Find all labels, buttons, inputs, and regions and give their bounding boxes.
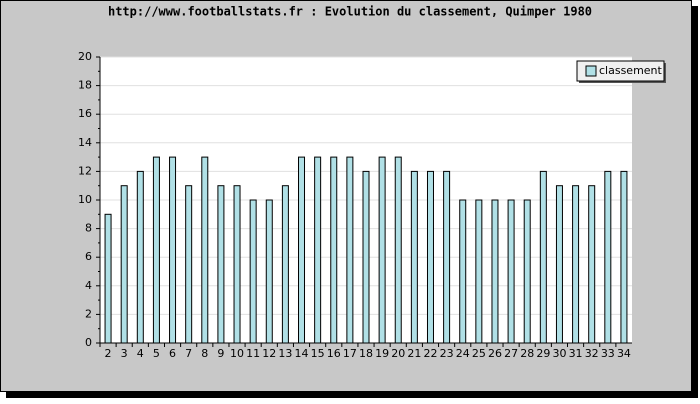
x-tick-label: 26: [488, 347, 502, 360]
x-tick-label: 6: [169, 347, 176, 360]
x-tick-label: 10: [230, 347, 244, 360]
bar: [572, 185, 580, 344]
bar: [346, 156, 354, 344]
bar: [378, 156, 386, 344]
x-tick-label: 32: [585, 347, 599, 360]
bar: [459, 199, 467, 344]
bar: [152, 156, 160, 344]
x-tick-label: 19: [375, 347, 389, 360]
y-tick-label: 8: [85, 222, 92, 235]
x-tick-label: 23: [440, 347, 454, 360]
bar: [426, 170, 434, 344]
bar: [249, 199, 257, 344]
y-tick-label: 0: [85, 336, 92, 349]
x-tick-label: 21: [407, 347, 421, 360]
x-tick-label: 30: [552, 347, 566, 360]
x-tick-label: 15: [311, 347, 325, 360]
x-tick-label: 13: [278, 347, 292, 360]
y-tick-label: 10: [78, 193, 92, 206]
bar: [604, 170, 612, 344]
y-tick-label: 16: [78, 107, 92, 120]
x-tick-label: 24: [456, 347, 470, 360]
bar: [104, 213, 112, 344]
y-tick-label: 20: [78, 50, 92, 63]
bar: [507, 199, 515, 344]
x-tick-label: 4: [137, 347, 144, 360]
x-tick-label: 34: [617, 347, 631, 360]
bar: [394, 156, 402, 344]
bar: [475, 199, 483, 344]
bar: [169, 156, 177, 344]
bar: [539, 170, 547, 344]
y-tick-label: 12: [78, 164, 92, 177]
bar: [443, 170, 451, 344]
x-tick-label: 28: [520, 347, 534, 360]
legend-label: classement: [599, 64, 663, 77]
x-tick-label: 22: [423, 347, 437, 360]
bar: [281, 185, 289, 344]
bar: [555, 185, 563, 344]
x-tick-label: 5: [153, 347, 160, 360]
bar: [185, 185, 193, 344]
bar: [120, 185, 128, 344]
bar: [233, 185, 241, 344]
x-tick-label: 16: [327, 347, 341, 360]
x-tick-label: 11: [246, 347, 260, 360]
x-tick-label: 9: [217, 347, 224, 360]
y-tick-label: 4: [85, 279, 92, 292]
bar: [314, 156, 322, 344]
y-tick-label: 18: [78, 79, 92, 92]
x-tick-label: 33: [601, 347, 615, 360]
bar: [491, 199, 499, 344]
y-tick-label: 2: [85, 307, 92, 320]
x-tick-label: 2: [105, 347, 112, 360]
bar: [523, 199, 531, 344]
x-tick-label: 27: [504, 347, 518, 360]
y-tick-label: 14: [78, 136, 92, 149]
x-tick-label: 3: [121, 347, 128, 360]
x-tick-label: 8: [201, 347, 208, 360]
x-tick-label: 14: [295, 347, 309, 360]
bar: [588, 185, 596, 344]
bar: [410, 170, 418, 344]
legend-box: [576, 60, 665, 82]
x-tick-label: 20: [391, 347, 405, 360]
x-tick-label: 18: [359, 347, 373, 360]
legend-swatch: [585, 65, 597, 77]
bar: [265, 199, 273, 344]
bar: [201, 156, 209, 344]
x-tick-label: 31: [569, 347, 583, 360]
x-tick-label: 25: [472, 347, 486, 360]
bar: [136, 170, 144, 344]
x-tick-label: 29: [536, 347, 550, 360]
bar: [298, 156, 306, 344]
bar: [217, 185, 225, 344]
x-tick-label: 17: [343, 347, 357, 360]
bar: [620, 170, 628, 344]
x-tick-label: 12: [262, 347, 276, 360]
bar: [330, 156, 338, 344]
x-tick-label: 7: [185, 347, 192, 360]
y-tick-label: 6: [85, 250, 92, 263]
chart-title: http://www.footballstats.fr : Evolution …: [108, 5, 592, 19]
bar: [362, 170, 370, 344]
